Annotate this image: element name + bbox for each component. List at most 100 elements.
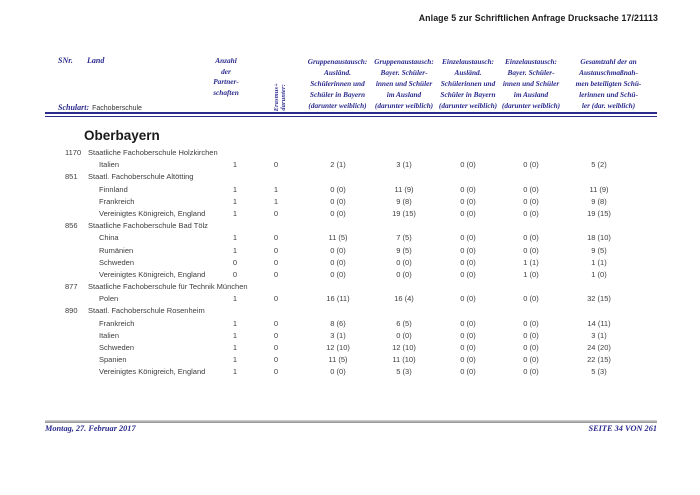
- country-name: Frankreich: [99, 196, 135, 206]
- partnerships-count: 1: [232, 355, 238, 365]
- schulart-row: Schulart: Fachoberschule: [58, 97, 142, 115]
- einzelaustausch-ausland-value: 0 (0): [460, 367, 476, 377]
- school-number: 1170: [65, 148, 82, 157]
- snr-column-label: SNr.: [58, 56, 73, 65]
- einzelaustausch-bayern-value: 1 (0): [523, 269, 539, 279]
- country-row: China 1 0 11 (5) 7 (5) 0 (0) 0 (0) 18 (1…: [45, 232, 657, 244]
- einzelaustausch-ausland-value: 0 (0): [460, 245, 476, 255]
- einzelaustausch-ausland-value: 0 (0): [460, 257, 476, 267]
- country-row: Frankreich 1 0 8 (6) 6 (5) 0 (0) 0 (0) 1…: [45, 318, 657, 330]
- gruppenaustausch-ausland-value: 3 (1): [330, 330, 346, 340]
- country-row: Schweden 0 0 0 (0) 0 (0) 0 (0) 1 (1) 1 (…: [45, 257, 657, 269]
- gruppenaustausch-ausland-value: 11 (5): [328, 355, 348, 365]
- erasmus-count: 0: [273, 160, 279, 170]
- partnerships-count: 1: [232, 294, 238, 304]
- gruppenaustausch-bayern-value: 0 (0): [396, 257, 412, 267]
- school-row: 877 Staatliche Fachoberschule für Techni…: [45, 281, 657, 293]
- partnerships-count: 1: [232, 184, 238, 194]
- einzelaustausch-bayern-value: 0 (0): [523, 245, 539, 255]
- school-row: 851 Staatl. Fachoberschule Altötting: [45, 171, 657, 183]
- einzelaustausch-bayern-value: 0 (0): [523, 184, 539, 194]
- einzelaustausch-bayern-value: 1 (1): [523, 257, 539, 267]
- einzelaustausch-bayern-value: 0 (0): [523, 355, 539, 365]
- einzelaustausch-ausland-value: 0 (0): [460, 269, 476, 279]
- erasmus-count: 0: [273, 269, 279, 279]
- einzelaustausch-ausland-value: 0 (0): [460, 196, 476, 206]
- gruppenaustausch-ausland-value: 0 (0): [330, 245, 346, 255]
- country-row: Italien 1 0 2 (1) 3 (1) 0 (0) 0 (0) 5 (2…: [45, 159, 657, 171]
- partnerships-count: 1: [232, 330, 238, 340]
- gruppenaustausch-bayern-value: 6 (5): [396, 318, 412, 328]
- gruppenaustausch-bayern-value: 7 (5): [396, 233, 412, 243]
- erasmus-count: 0: [273, 367, 279, 377]
- partnerships-count: 1: [232, 196, 238, 206]
- school-name: Staatl. Fachoberschule Rosenheim: [88, 306, 205, 316]
- erasmus-count: 0: [273, 245, 279, 255]
- einzelaustausch-bayern-value: 0 (0): [523, 208, 539, 218]
- erasmus-label-line2: Erasmus+: [273, 82, 280, 111]
- erasmus-count: 0: [273, 233, 279, 243]
- table-header: SNr. Land Anzahl der Partner- schaften d…: [0, 0, 700, 120]
- gruppenaustausch-bayern-value: 3 (1): [396, 160, 412, 170]
- column-header-gruppenaustausch-ausland: Gruppenaustausch: Ausländ. Schülerinnen …: [307, 57, 368, 110]
- erasmus-count: 0: [273, 355, 279, 365]
- gruppenaustausch-ausland-value: 12 (10): [326, 343, 350, 352]
- country-name: Schweden: [99, 257, 135, 267]
- footer-page-number: SEITE 34 VON 261: [588, 424, 657, 433]
- partnerships-count: 1: [232, 367, 238, 377]
- erasmus-count: 1: [273, 196, 279, 206]
- region-title: Oberbayern: [84, 128, 160, 143]
- gesamtzahl-value: 1 (1): [591, 257, 607, 267]
- country-name: China: [99, 233, 119, 243]
- gruppenaustausch-ausland-value: 16 (11): [326, 294, 350, 304]
- einzelaustausch-bayern-value: 0 (0): [523, 233, 539, 243]
- country-row: Polen 1 0 16 (11) 16 (4) 0 (0) 0 (0) 32 …: [45, 293, 657, 305]
- country-name: Spanien: [99, 355, 127, 365]
- school-number: 877: [65, 282, 78, 292]
- country-name: Italien: [99, 160, 120, 170]
- school-number: 890: [65, 306, 78, 316]
- country-name: Vereinigtes Königreich, England: [99, 269, 206, 279]
- schulart-label: Schulart:: [58, 103, 90, 112]
- erasmus-count: 0: [273, 343, 279, 352]
- gruppenaustausch-bayern-value: 9 (8): [396, 196, 412, 206]
- einzelaustausch-ausland-value: 0 (0): [460, 330, 476, 340]
- gruppenaustausch-ausland-value: 0 (0): [330, 196, 346, 206]
- partnerships-count: 1: [232, 208, 238, 218]
- header-divider-line: [45, 112, 657, 117]
- school-number: 851: [65, 172, 78, 182]
- country-name: Rumänien: [99, 245, 134, 255]
- einzelaustausch-ausland-value: 0 (0): [460, 160, 476, 170]
- partnerships-count: 1: [232, 245, 238, 255]
- country-name: Finnland: [99, 184, 128, 194]
- school-row: 856 Staatliche Fachoberschule Bad Tölz: [45, 220, 657, 232]
- gruppenaustausch-ausland-value: 0 (0): [330, 269, 346, 279]
- gruppenaustausch-bayern-value: 11 (9): [394, 184, 414, 194]
- column-header-einzelaustausch-bayern: Einzelaustausch: Bayer. Schüler- innen u…: [501, 57, 561, 110]
- erasmus-count: 0: [273, 318, 279, 328]
- gesamtzahl-value: 14 (11): [587, 318, 611, 328]
- school-number: 856: [65, 221, 78, 231]
- einzelaustausch-bayern-value: 0 (0): [523, 318, 539, 328]
- partnerships-count: 1: [232, 233, 238, 243]
- einzelaustausch-bayern-value: 0 (0): [523, 196, 539, 206]
- gesamtzahl-value: 9 (5): [591, 245, 607, 255]
- gruppenaustausch-ausland-value: 0 (0): [330, 367, 346, 377]
- school-row: 1170 Staatliche Fachoberschule Holzkirch…: [45, 147, 657, 159]
- gruppenaustausch-bayern-value: 16 (4): [394, 294, 414, 304]
- einzelaustausch-bayern-value: 0 (0): [523, 160, 539, 170]
- erasmus-column-label: darunter: Erasmus+: [273, 58, 287, 111]
- einzelaustausch-ausland-value: 0 (0): [460, 343, 476, 352]
- erasmus-count: 0: [273, 208, 279, 218]
- gruppenaustausch-bayern-value: 19 (15): [392, 208, 416, 218]
- erasmus-count: 0: [273, 330, 279, 340]
- erasmus-count: 1: [273, 184, 279, 194]
- partnerships-column-label: Anzahl der Partner- schaften: [213, 56, 239, 97]
- einzelaustausch-ausland-value: 0 (0): [460, 355, 476, 365]
- gruppenaustausch-ausland-value: 0 (0): [330, 208, 346, 218]
- footer-date: Montag, 27. Februar 2017: [45, 424, 136, 433]
- column-header-gesamtzahl: Gesamtzahl der an Austauschmaßnah- men b…: [575, 57, 642, 110]
- doc-title: Anlage 5 zur Schriftlichen Anfrage Druck…: [418, 13, 658, 23]
- school-row: 890 Staatl. Fachoberschule Rosenheim: [45, 305, 657, 317]
